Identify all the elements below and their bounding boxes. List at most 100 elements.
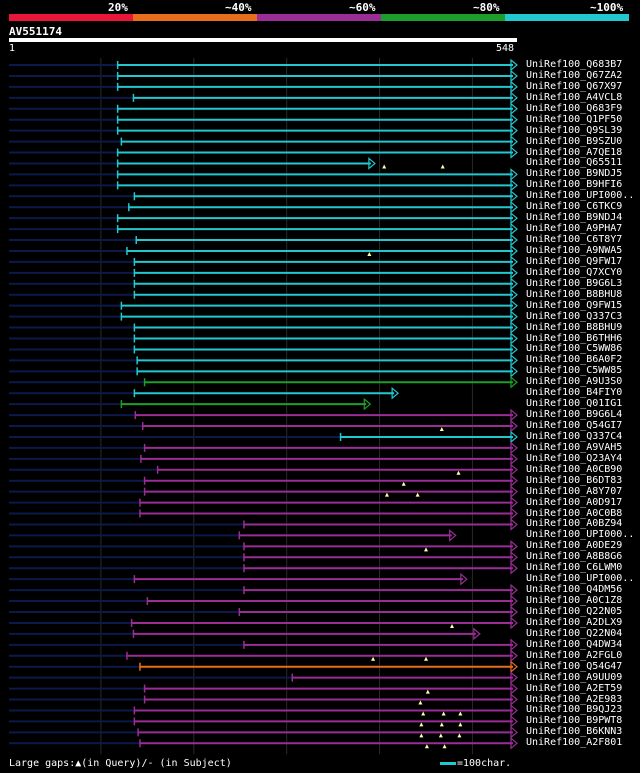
hit-label[interactable]: UniRef100_C5WW86: [526, 343, 623, 355]
hit-label[interactable]: UniRef100_A9VAH5: [526, 441, 623, 453]
hit-arrow-51: [510, 605, 518, 619]
hit-arrow-54: [510, 638, 518, 652]
hit-label[interactable]: UniRef100_UPI000..: [526, 529, 635, 541]
hit-label[interactable]: UniRef100_Q4DW34: [526, 638, 623, 650]
hit-label[interactable]: UniRef100_A2DLX9: [526, 616, 623, 628]
hit-label[interactable]: UniRef100_Q7XCY0: [526, 266, 623, 278]
hit-label[interactable]: UniRef100_Q01IG1: [526, 398, 623, 410]
hit-label[interactable]: UniRef100_B9NDJ5: [526, 168, 623, 180]
hit-label[interactable]: UniRef100_Q54GI7: [526, 420, 623, 432]
gaps-legend: Large gaps:▲(in Query)/- (in Subject): [9, 758, 232, 769]
hit-arrow-59: [510, 693, 518, 706]
hit-arrow-10: [368, 157, 376, 170]
hit-label[interactable]: UniRef100_A9PHA7: [526, 223, 623, 235]
hit-label[interactable]: UniRef100_B9NDJ4: [526, 212, 623, 224]
hit-label[interactable]: UniRef100_A8Y707: [526, 485, 623, 497]
hit-label[interactable]: UniRef100_Q683B7: [526, 59, 623, 70]
hit-label[interactable]: UniRef100_B6KNN3: [526, 726, 623, 738]
hit-label[interactable]: UniRef100_B6THH6: [526, 332, 623, 344]
hit-label[interactable]: UniRef100_Q9SL39: [526, 124, 623, 136]
hit-arrow-15: [510, 211, 518, 225]
hit-label[interactable]: UniRef100_Q337C4: [526, 430, 623, 442]
hit-label[interactable]: UniRef100_Q65511: [526, 157, 623, 169]
hit-label[interactable]: UniRef100_Q4DM56: [526, 584, 623, 596]
hit-arrow-31: [391, 386, 400, 400]
identity-legend-bar: [9, 14, 629, 21]
hit-arrow-9: [510, 146, 518, 159]
hit-arrow-63: [510, 736, 518, 750]
hit-arrow-30: [510, 375, 518, 389]
hit-label[interactable]: UniRef100_B9G6L3: [526, 277, 623, 289]
hit-label[interactable]: UniRef100_B9HFI6: [526, 179, 623, 191]
hit-arrow-55: [510, 649, 518, 663]
hit-60-gap-3: [458, 711, 463, 716]
hit-arrow-47: [510, 561, 518, 575]
hit-label[interactable]: UniRef100_Q683F9: [526, 102, 623, 114]
hit-arrow-41: [510, 496, 518, 509]
hit-label[interactable]: UniRef100_A0C0B8: [526, 507, 623, 519]
hit-label[interactable]: UniRef100_A2FGL0: [526, 649, 623, 661]
hit-arrow-39: [510, 474, 518, 488]
query-title: AV551174: [9, 25, 62, 38]
hit-label[interactable]: UniRef100_C6TKC9: [526, 201, 623, 213]
hit-label[interactable]: UniRef100_B8BHU9: [526, 321, 623, 333]
hit-label[interactable]: UniRef100_Q22N05: [526, 606, 623, 617]
hit-label[interactable]: UniRef100_B9SZU0: [526, 135, 623, 147]
hit-label[interactable]: UniRef100_A4VCL8: [526, 91, 623, 103]
hit-label[interactable]: UniRef100_Q9FW17: [526, 255, 623, 267]
hit-label[interactable]: UniRef100_A9NWA5: [526, 244, 623, 256]
hit-label[interactable]: UniRef100_A0D917: [526, 496, 623, 508]
hit-arrow-28: [510, 354, 518, 367]
hit-label[interactable]: UniRef100_A9UU09: [526, 671, 623, 683]
hit-label[interactable]: UniRef100_A8B8G6: [526, 551, 623, 563]
hit-label[interactable]: UniRef100_Q1PF50: [526, 113, 623, 125]
hit-arrow-26: [510, 332, 518, 345]
hit-arrow-48: [460, 572, 468, 586]
hit-label[interactable]: UniRef100_A2E983: [526, 693, 623, 705]
hit-arrow-5: [510, 102, 518, 116]
hit-38-gap-1: [456, 470, 461, 475]
alignment-plot: [9, 58, 518, 755]
hit-arrow-1: [510, 58, 518, 72]
hit-label[interactable]: UniRef100_B6DT83: [526, 474, 623, 486]
hit-label[interactable]: UniRef100_A0DE29: [526, 540, 623, 552]
legend-segment-1: [9, 14, 133, 21]
hit-label[interactable]: UniRef100_B9PWT8: [526, 715, 623, 727]
hit-label[interactable]: UniRef100_B6A0F2: [526, 354, 623, 366]
hit-label[interactable]: UniRef100_Q23AY4: [526, 452, 623, 464]
hit-label[interactable]: UniRef100_A0CB90: [526, 463, 623, 475]
hit-arrow-34: [510, 419, 518, 433]
hit-label[interactable]: UniRef100_Q337C3: [526, 310, 623, 322]
hit-label[interactable]: UniRef100_A7QE18: [526, 146, 623, 158]
hit-label[interactable]: UniRef100_B8BHU8: [526, 288, 623, 300]
hit-label[interactable]: UniRef100_Q67X97: [526, 80, 623, 92]
hit-label[interactable]: UniRef100_UPI000..: [526, 190, 635, 202]
hit-label[interactable]: UniRef100_A9U3S0: [526, 376, 623, 388]
hit-label[interactable]: UniRef100_Q54G47: [526, 660, 623, 672]
hit-arrow-11: [510, 168, 518, 181]
hit-arrow-7: [510, 124, 518, 137]
hit-arrow-29: [510, 365, 518, 378]
hit-label[interactable]: UniRef100_Q22N04: [526, 627, 623, 639]
hit-arrow-13: [510, 189, 518, 203]
hit-label[interactable]: UniRef100_UPI000..: [526, 573, 635, 585]
hit-label[interactable]: UniRef100_A2ET59: [526, 682, 623, 694]
hit-label[interactable]: UniRef100_C5WW85: [526, 365, 623, 377]
hit-arrow-35: [510, 430, 518, 444]
hit-arrow-4: [510, 91, 518, 105]
hit-label[interactable]: UniRef100_A0BZ94: [526, 518, 623, 530]
hit-61-gap-2: [439, 722, 444, 727]
hit-label[interactable]: UniRef100_C6T8Y7: [526, 234, 623, 246]
hit-label[interactable]: UniRef100_B4FIY0: [526, 387, 623, 399]
legend-label-3: ~60%: [349, 1, 376, 14]
hit-label[interactable]: UniRef100_C6LWM0: [526, 562, 623, 574]
hit-label[interactable]: UniRef100_B9QJ23: [526, 704, 623, 716]
hit-label[interactable]: UniRef100_A2F801: [526, 737, 623, 749]
hit-label[interactable]: UniRef100_B9G6L4: [526, 409, 623, 421]
legend-segment-4: [381, 14, 505, 21]
hit-label[interactable]: UniRef100_Q9FW15: [526, 299, 623, 311]
hit-label[interactable]: UniRef100_Q67ZA2: [526, 69, 623, 81]
hit-label[interactable]: UniRef100_A0C1Z8: [526, 595, 623, 607]
hit-39-gap-1: [401, 481, 406, 486]
hit-40-gap-2: [415, 492, 420, 497]
